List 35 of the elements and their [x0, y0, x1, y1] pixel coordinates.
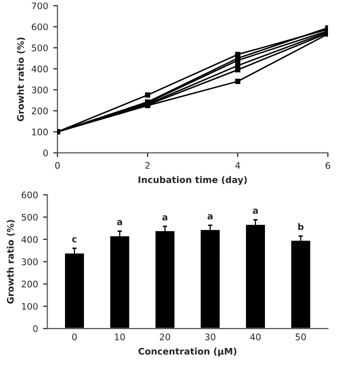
y-axis-title: Growth ratio (%): [6, 220, 15, 304]
x-tick-label: 50: [296, 334, 306, 340]
x-tick-label: 0: [72, 334, 77, 340]
y-tick-label: 0: [33, 325, 38, 332]
y-tick-label: 500: [32, 44, 48, 52]
y-tick-label: 500: [22, 214, 38, 221]
y-tick-label: 100: [22, 302, 38, 310]
y-tick-label: 600: [32, 23, 48, 30]
y-axis-title: Growht ratio (%): [16, 38, 25, 122]
x-tick-label: 40: [250, 334, 261, 340]
annotation: c: [72, 237, 77, 242]
x-tick-label: 10: [114, 334, 125, 340]
y-tick-label: 300: [32, 86, 48, 94]
x-tick-label: 6: [326, 162, 330, 169]
x-tick-label: 30: [205, 334, 216, 340]
annotation: a: [208, 214, 213, 220]
y-tick-label: 200: [32, 108, 48, 114]
y-tick-label: 0: [43, 150, 48, 156]
x-tick-label: 20: [160, 334, 170, 340]
x-tick-label: 0: [55, 162, 60, 169]
y-tick-label: 600: [22, 192, 38, 198]
y-tick-label: 400: [32, 65, 48, 72]
annotation: a: [117, 220, 122, 226]
y-tick-label: 300: [22, 258, 38, 266]
annotation: a: [162, 215, 168, 221]
x-tick-label: 2: [145, 162, 150, 169]
annotation: a: [252, 208, 258, 214]
y-tick-label: 200: [22, 280, 38, 288]
y-tick-label: 100: [32, 128, 48, 136]
x-tick-label: 4: [235, 162, 240, 169]
x-axis-title: Incubation time (day): [138, 176, 247, 185]
y-tick-label: 400: [22, 236, 38, 243]
y-tick-label: 700: [32, 2, 48, 10]
annotation: b: [298, 223, 304, 230]
x-axis-title: Concentration (μM): [138, 348, 236, 356]
